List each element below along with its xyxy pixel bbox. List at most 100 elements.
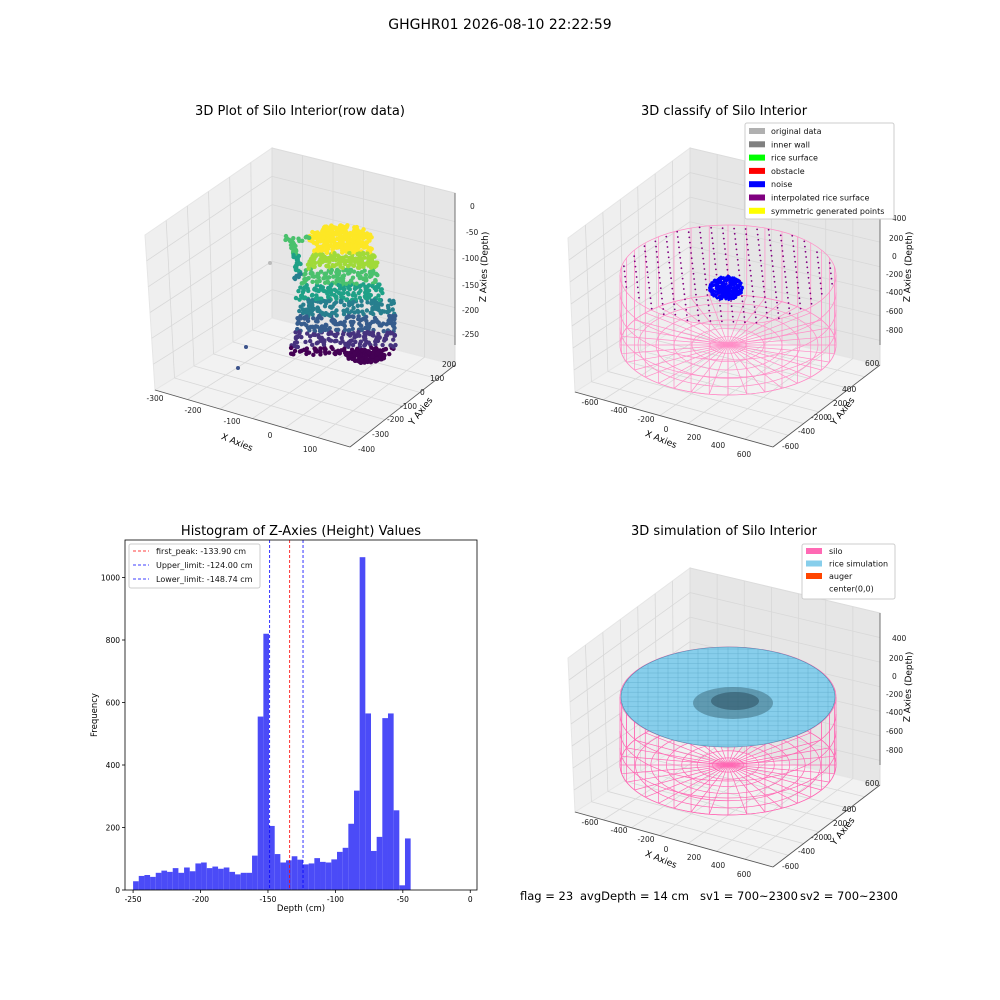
data-point [358,357,364,362]
silo-spoke [673,344,729,389]
data-point [310,312,315,317]
interpolated-point [656,261,659,264]
histogram-bar [218,868,224,890]
interpolated-point [704,273,706,276]
data-point [317,252,323,257]
noise-point [728,287,732,291]
data-point [350,314,355,319]
data-point [362,255,367,260]
data-point [365,288,370,294]
data-point [312,328,317,333]
data-point [324,227,330,233]
histogram-bar [161,870,168,890]
data-point [332,287,337,293]
chart2-xtick: 400 [711,441,726,450]
silo-spoke [645,764,729,798]
interpolated-point [623,265,625,268]
noise-point [727,294,731,298]
interpolated-point [685,314,688,316]
grid-line [602,632,609,792]
interpolated-point [662,308,665,310]
data-point [366,340,372,345]
interpolated-point [805,256,807,258]
interpolated-point [660,292,663,295]
data-point [308,324,313,330]
interpolated-point [741,300,744,303]
data-point [299,322,304,327]
x-tick-label: -200 [192,895,209,904]
silo-spoke [645,344,729,378]
data-point [332,301,337,306]
grid-line [607,791,804,844]
data-point [317,313,322,319]
data-point [321,341,326,346]
noise-point [727,285,731,289]
chart4-xtick: -400 [610,826,627,835]
histogram-bar [365,713,371,890]
noise-point [720,297,724,301]
grid-line [673,329,865,378]
interpolated-point [730,305,733,308]
interpolated-point [654,240,657,243]
histogram-bar [354,790,360,890]
grid-line [716,351,826,432]
chart3-vlines [269,540,304,890]
histogram-bar [325,862,332,890]
interpolated-point [793,250,795,253]
interpolated-point [658,271,660,274]
data-point [345,263,351,269]
interpolated-point [722,237,725,240]
chart4-xlabel: X Axies [643,849,678,871]
histogram-bar [314,858,321,890]
y-tick-label: 400 [106,761,121,770]
interpolated-point [777,312,780,314]
data-point [316,296,321,301]
silo-hoop [619,292,837,343]
chart1-ytick: -300 [372,430,389,439]
interpolated-point [735,248,738,251]
data-point [307,301,313,306]
data-point [334,232,339,237]
data-point [391,300,397,306]
data-point [310,236,316,241]
silo-spoke [727,344,783,389]
chart4-xtick: 200 [687,853,702,862]
data-point [360,347,365,353]
interpolated-point [692,272,695,275]
data-point [331,263,337,269]
data-point [299,334,304,340]
surface-depression-core [711,692,759,710]
silo-hoop [619,309,837,361]
data-point [363,276,369,281]
data-point [376,293,381,298]
interpolated-point [809,292,812,295]
interpolated-point [759,254,761,257]
chart4-ztick: -600 [886,727,903,736]
silo-spoke [708,764,729,815]
interpolated-point [754,311,757,314]
noise-point [718,287,721,291]
silo-spoke [727,297,766,346]
footer-sv1: sv1 = 700~2300 [700,889,798,903]
noise-point [727,275,731,278]
y-tick-label: 1000 [101,574,120,583]
data-point [345,271,351,276]
grid-line [585,225,592,382]
interpolated-point [699,236,702,239]
histogram-bar [404,838,411,890]
data-point [350,342,356,348]
histogram-bar [144,875,151,890]
noise-point [713,283,717,287]
data-point [368,254,373,260]
data-point [327,338,333,343]
interpolated-point [707,299,709,302]
data-point [332,338,338,344]
silo-spoke [727,764,822,791]
interpolated-point [756,228,758,231]
grid-line [689,592,881,638]
data-point [335,275,340,280]
interpolated-point [636,286,639,289]
data-point [363,272,369,278]
interpolated-point [678,246,680,249]
data-point [324,249,330,254]
